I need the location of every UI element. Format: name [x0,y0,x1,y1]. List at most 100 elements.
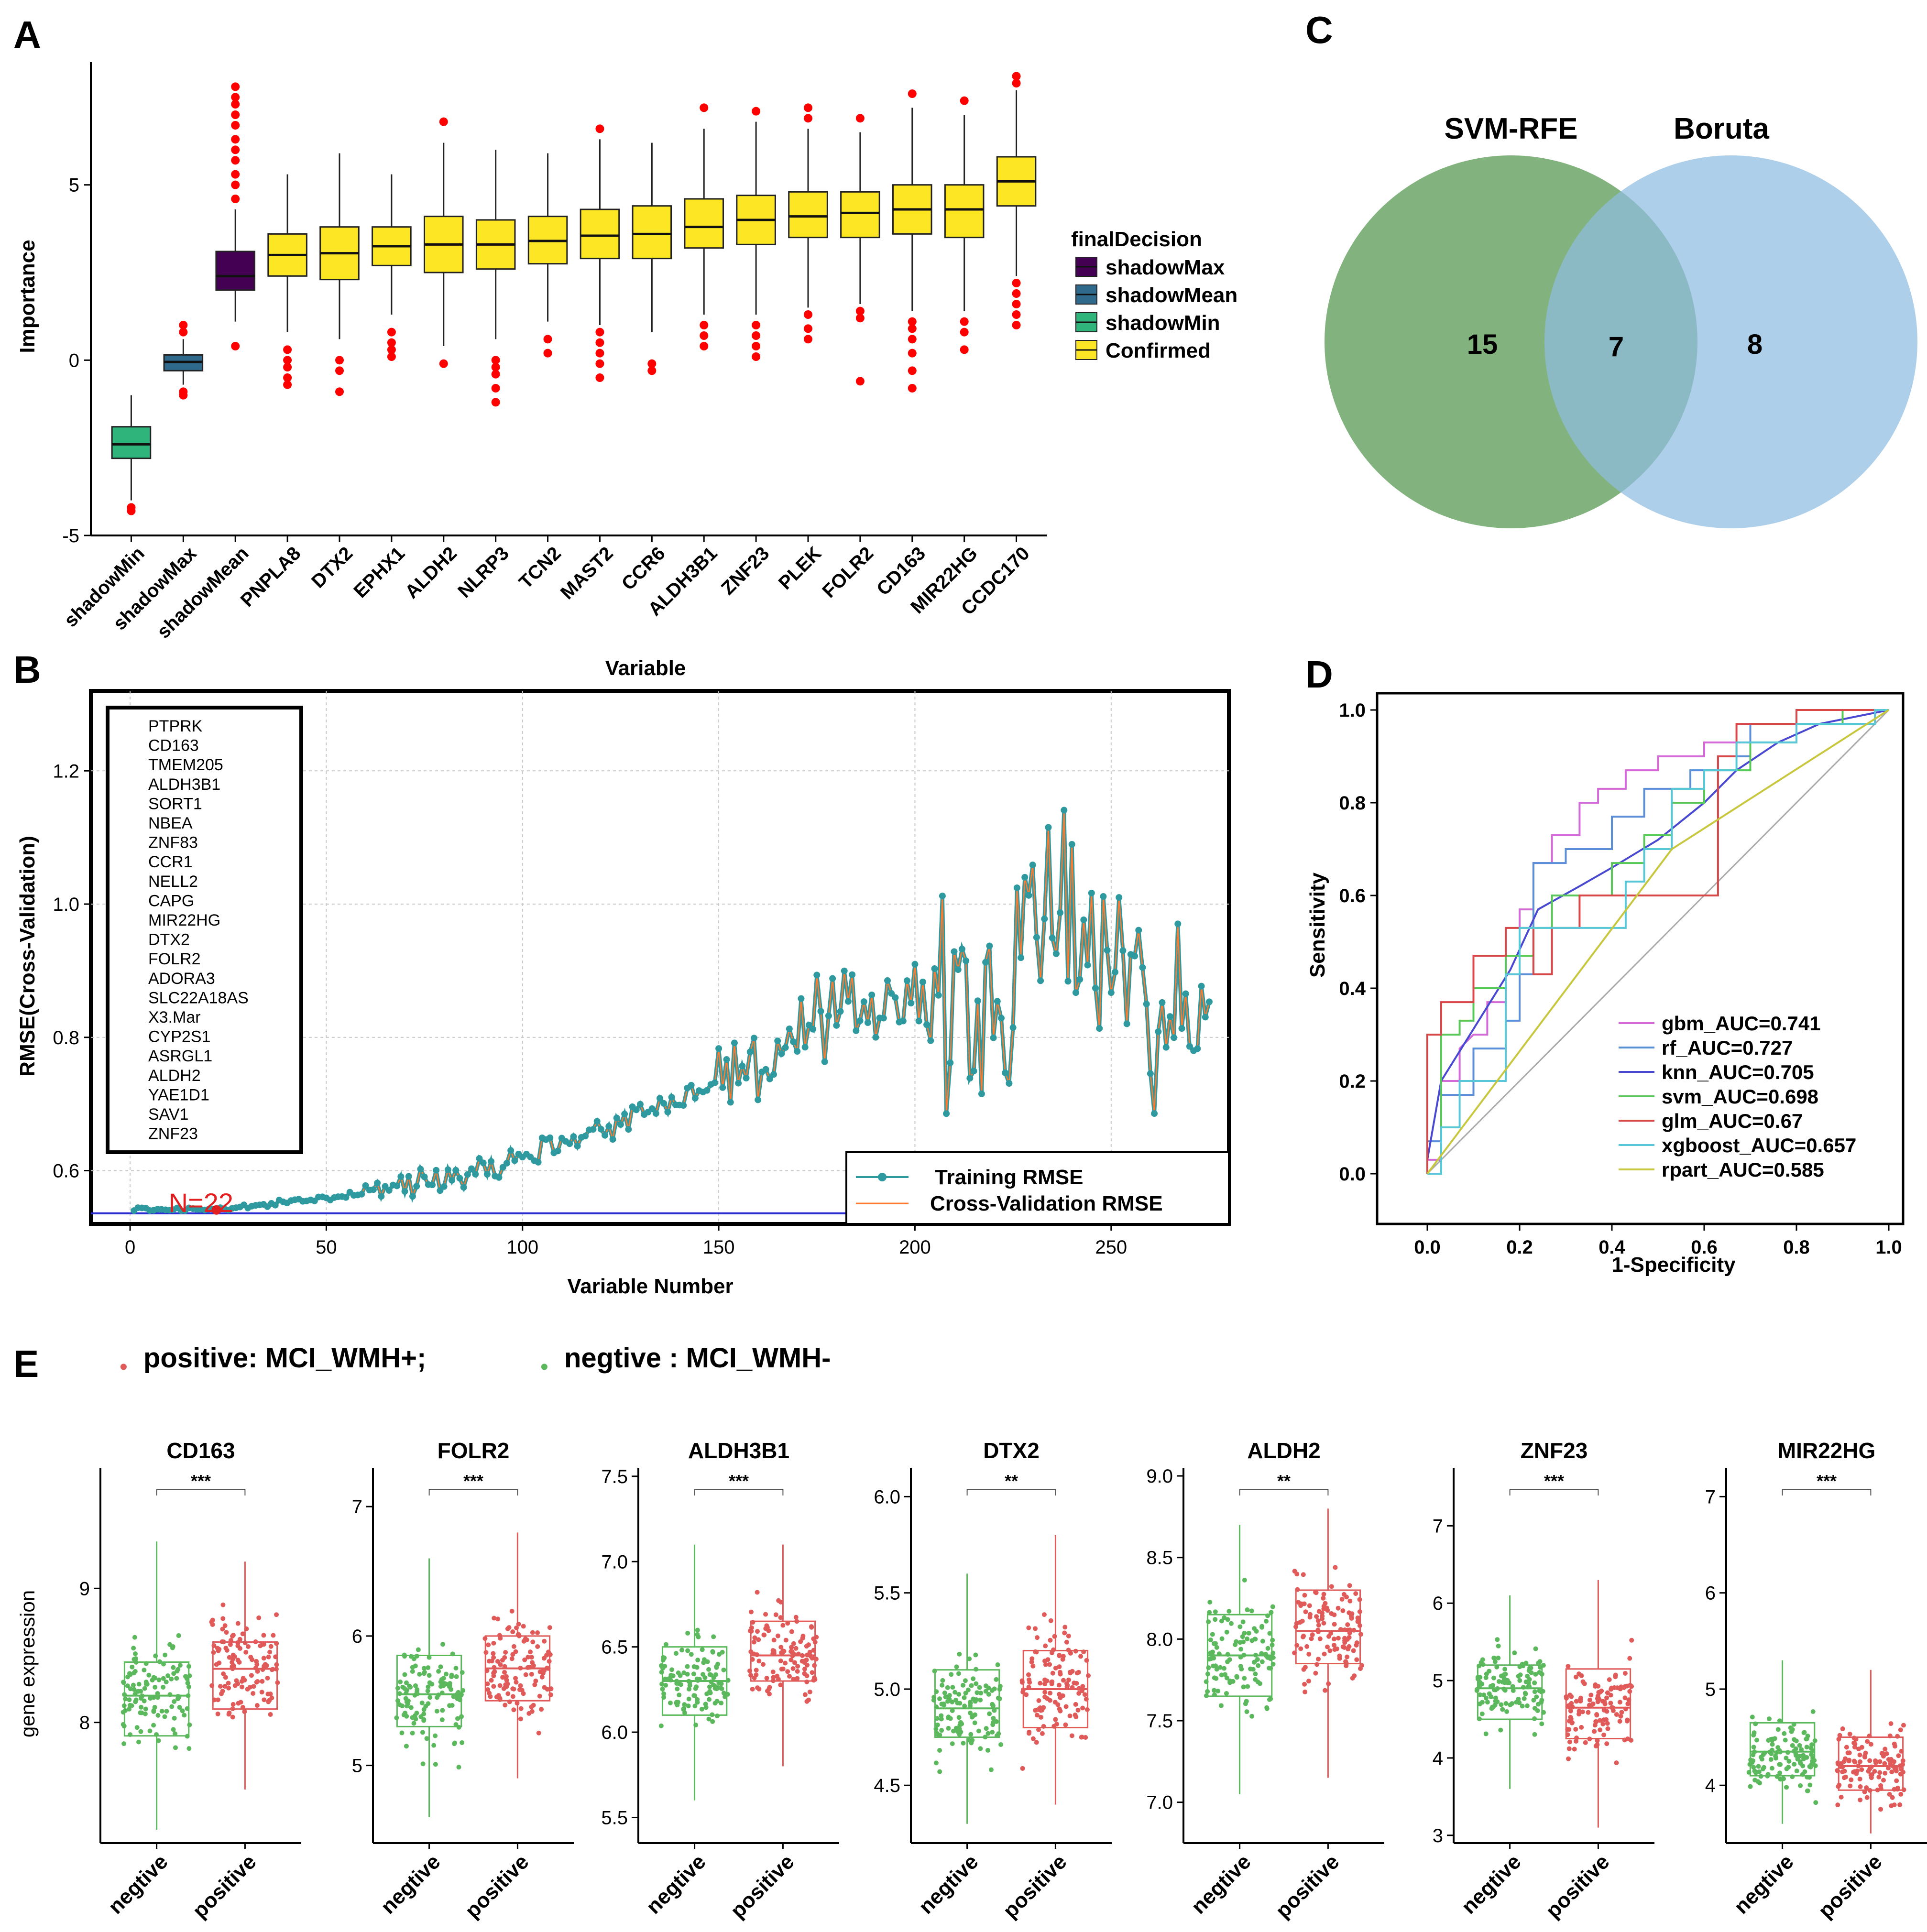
data-point-negtive [994,1719,999,1724]
outlier-point [595,359,604,368]
gene-list-item: SAV1 [148,1105,188,1124]
data-point-negtive [155,1713,161,1718]
data-point-negtive [714,1665,719,1670]
data-point-negtive [1215,1689,1221,1694]
data-point-positive [1576,1712,1581,1717]
data-point-negtive [978,1691,984,1696]
data-point-negtive [945,1685,950,1690]
gene-plot-DTX2: DTX2 4.5 5.0 5.5 6.0 ** negtive positive [874,1438,1112,1923]
rmse-point [605,1123,613,1130]
data-point-positive [498,1636,503,1641]
data-point-positive [1063,1704,1069,1709]
rmse-point [1104,947,1111,954]
data-point-negtive [1786,1758,1792,1764]
data-point-positive [1299,1601,1304,1606]
data-point-positive [795,1669,800,1674]
data-point-positive [1619,1710,1624,1715]
data-point-negtive [187,1722,192,1727]
data-point-negtive [133,1656,138,1661]
gene-list-item: MIR22HG [148,911,220,929]
data-point-positive [1316,1623,1321,1628]
data-point-negtive [1228,1621,1234,1626]
data-point-negtive [130,1664,135,1670]
data-point-positive [1847,1757,1852,1763]
data-point-negtive [700,1647,705,1652]
data-point-positive [1873,1760,1878,1766]
outlier-point [179,391,188,400]
data-point-negtive [685,1648,690,1653]
data-point-positive [215,1697,220,1703]
data-point-negtive [937,1769,942,1774]
rmse-point [856,1017,864,1024]
rmse-point [998,1015,1005,1022]
data-point-positive [248,1655,253,1660]
data-point-negtive [440,1642,446,1647]
data-point-positive [1303,1609,1308,1615]
data-point-negtive [1484,1671,1489,1677]
rmse-point [1178,1025,1185,1032]
data-point-positive [1355,1619,1360,1624]
data-point-positive [1039,1714,1044,1720]
data-point-positive [530,1630,535,1635]
rmse-point [954,966,962,973]
data-point-negtive [1775,1727,1781,1732]
outlier-point [1012,300,1021,308]
x-tick-label: 200 [899,1237,931,1258]
x-tick-label: 250 [1095,1237,1127,1258]
data-point-positive [1890,1795,1895,1800]
data-point-negtive [971,1676,976,1681]
data-point-negtive [1224,1691,1229,1696]
data-point-positive [1895,1734,1900,1739]
y-tick-label: 5 [69,175,79,196]
rmse-point [680,1102,687,1109]
data-point-positive [1029,1656,1035,1661]
gene-title: MIR22HG [1778,1438,1875,1463]
data-point-negtive [956,1692,962,1697]
data-point-negtive [1237,1624,1243,1629]
panel-a-ylabel: Importance [16,240,39,353]
data-point-positive [261,1633,266,1638]
x-tick-label-positive: positive [998,1850,1071,1922]
y-tick-label: 0 [69,350,79,371]
rmse-point [370,1186,377,1193]
data-point-positive [1594,1712,1599,1717]
y-tick-label: 1.2 [53,761,79,782]
outlier-point [127,506,136,515]
data-point-negtive [1268,1696,1273,1702]
sig-label: ** [1005,1471,1018,1491]
data-point-negtive [454,1674,459,1679]
data-point-negtive [976,1728,981,1734]
data-point-negtive [1241,1684,1246,1690]
data-point-negtive [1242,1578,1247,1583]
rmse-point [397,1173,405,1180]
data-point-negtive [1502,1667,1508,1672]
y-tick-label: 7 [352,1496,362,1517]
data-point-positive [780,1623,786,1628]
data-point-negtive [1252,1626,1257,1631]
data-point-positive [807,1689,812,1694]
data-point-positive [222,1623,228,1628]
data-point-positive [1346,1647,1351,1652]
rmse-point [844,998,852,1005]
data-point-negtive [174,1676,179,1681]
data-point-positive [514,1680,519,1685]
rmse-point [633,1106,640,1113]
data-point-positive [1320,1610,1325,1615]
data-point-negtive [939,1716,944,1722]
data-point-positive [1601,1707,1607,1713]
x-tick-label-negtive: negtive [104,1850,173,1919]
data-point-negtive [668,1700,673,1705]
data-point-negtive [1496,1655,1501,1660]
rmse-point [786,1025,793,1032]
outlier-point [439,117,448,126]
panel-letter-a: A [13,13,41,56]
data-point-positive [1306,1651,1312,1657]
data-point-positive [780,1666,786,1671]
venn-label-svm-rfe: SVM-RFE [1445,112,1578,145]
data-point-negtive [173,1731,178,1736]
rmse-point [468,1165,475,1172]
data-point-positive [1066,1633,1071,1638]
y-tick-label: 5 [1433,1670,1443,1692]
outlier-point [387,345,396,354]
rmse-point [507,1147,515,1154]
